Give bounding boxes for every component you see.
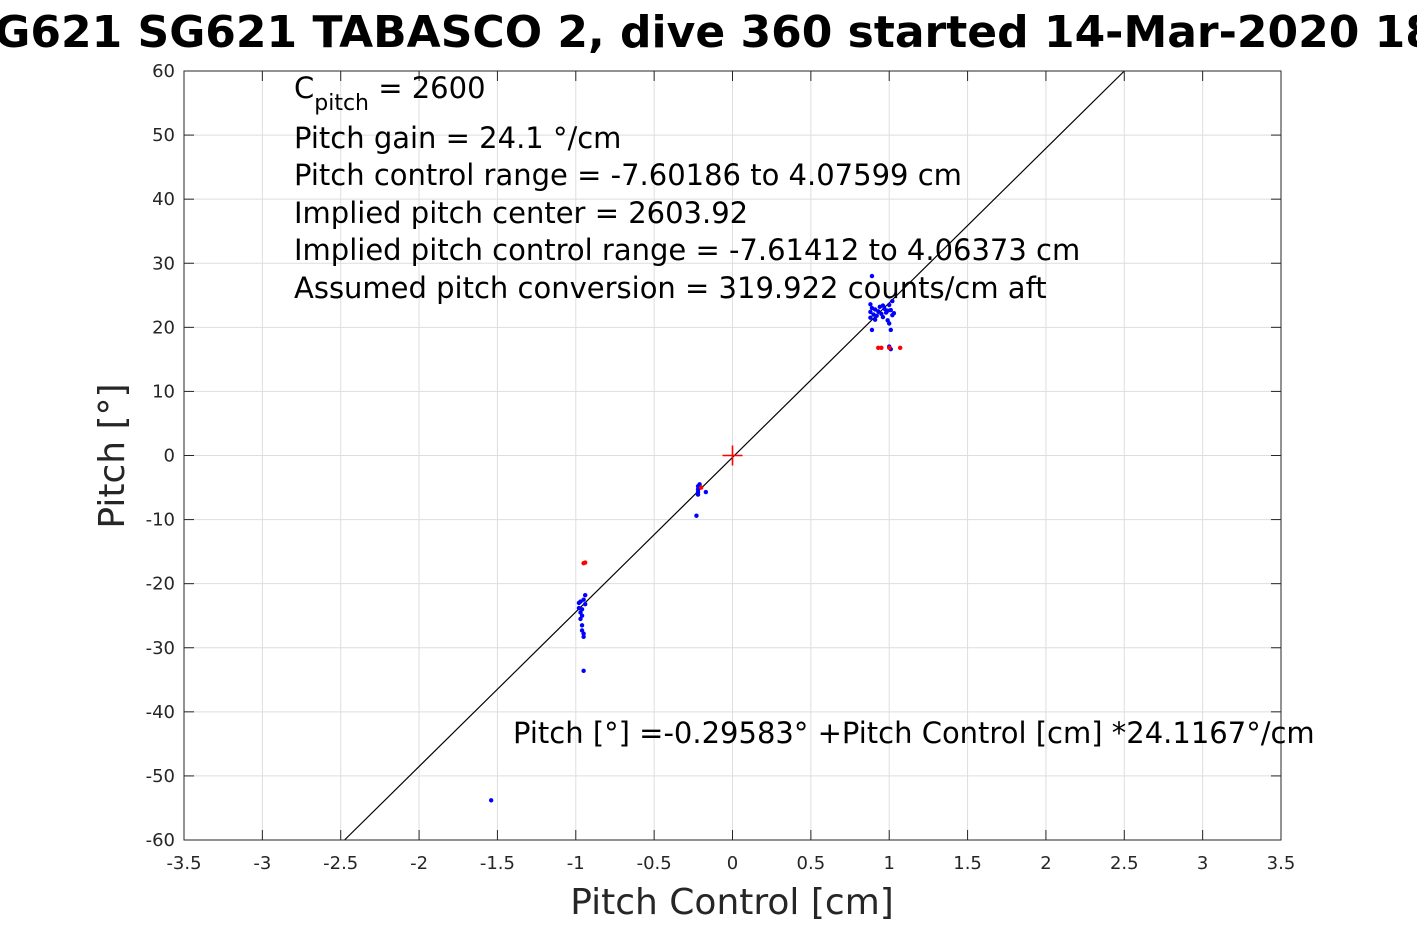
data-point-red: [876, 345, 881, 351]
y-tick-label: 0: [164, 446, 175, 467]
data-point-red: [582, 560, 588, 565]
annotation-implied-pitch-center: Implied pitch center = 2603.92: [294, 196, 748, 230]
data-point: [868, 309, 873, 315]
x-tick-label: -3.5: [166, 853, 201, 874]
x-tick-label: 0.5: [797, 853, 826, 874]
x-tick-label: -3: [253, 853, 271, 874]
data-point: [891, 311, 897, 316]
c-pitch-symbol: C: [294, 71, 314, 105]
y-tick-label: -60: [146, 830, 175, 851]
data-point: [581, 631, 586, 636]
x-tick-label: 3: [1197, 853, 1208, 874]
x-tick-label: 1.5: [953, 853, 982, 874]
y-tick-label: 40: [152, 189, 175, 210]
data-point: [888, 327, 893, 333]
data-point: [703, 489, 709, 495]
center-marker: [722, 445, 743, 466]
data-point: [695, 492, 701, 497]
x-tick-label: 0: [727, 853, 738, 874]
data-point: [874, 313, 879, 318]
data-point: [488, 798, 494, 803]
data-point: [872, 317, 878, 322]
x-tick-label: 2: [1040, 853, 1051, 874]
data-point: [876, 309, 881, 314]
x-tick-label: -0.5: [637, 853, 672, 874]
y-axis-label: Pitch [°]: [92, 383, 133, 528]
data-points: [488, 273, 903, 803]
data-point: [869, 327, 875, 333]
data-point: [582, 593, 588, 598]
c-pitch-value: = 2600: [369, 71, 486, 105]
data-point: [880, 303, 886, 308]
data-point: [868, 302, 873, 307]
y-tick-label: -30: [146, 638, 175, 659]
data-point: [887, 302, 892, 308]
chart-title: SG621 SG621 TABASCO 2, dive 360 started …: [0, 7, 1417, 58]
data-point: [885, 308, 890, 313]
data-point: [582, 601, 588, 607]
y-tick-label: -40: [146, 702, 175, 723]
y-tick-label: -50: [146, 766, 175, 787]
x-tick-label: 1: [883, 853, 894, 874]
data-point: [579, 623, 585, 628]
x-tick-label: -2: [410, 853, 428, 874]
y-tick-label: 50: [152, 125, 175, 146]
x-tick-label: 3.5: [1267, 853, 1296, 874]
x-tick-label: 2.5: [1110, 853, 1139, 874]
y-tick-label: -20: [146, 574, 175, 595]
x-tick-label: -1: [567, 853, 585, 874]
data-point: [694, 513, 699, 518]
annotation-implied-pitch-control-range: Implied pitch control range = -7.61412 t…: [294, 233, 1080, 267]
x-axis-label: Pitch Control [cm]: [570, 882, 894, 923]
axis-ticks: -3.5 -3 -2.5 -2 -1.5 -1 -0.5 0 0.5 1 1.5 2 2.5 3 3.5 -6…: [146, 61, 1296, 874]
data-point: [868, 315, 873, 320]
data-point: [578, 599, 583, 604]
y-tick-label: 20: [152, 317, 175, 338]
data-point: [887, 321, 892, 326]
y-tick-label: 10: [152, 381, 175, 402]
data-point: [581, 668, 586, 674]
data-point-red: [879, 345, 884, 351]
y-tick-label: -10: [146, 510, 175, 531]
y-tick-label: 60: [152, 61, 175, 82]
data-point-red: [887, 345, 892, 351]
data-point-red: [897, 345, 903, 351]
x-tick-label: -2.5: [323, 853, 358, 874]
annotation-assumed-pitch-conversion: Assumed pitch conversion = 319.922 count…: [294, 271, 1047, 305]
data-point-red: [698, 485, 704, 490]
annotation-fit-equation: Pitch [°] =-0.29583° +Pitch Control [cm]…: [513, 716, 1315, 750]
annotation-pitch-gain: Pitch gain = 24.1 °/cm: [294, 121, 621, 155]
data-point: [869, 273, 875, 279]
y-tick-label: 30: [152, 253, 175, 274]
annotation-pitch-control-range: Pitch control range = -7.60186 to 4.0759…: [294, 158, 962, 192]
grid: [184, 71, 1281, 840]
data-point: [880, 314, 886, 320]
data-point: [581, 634, 586, 640]
c-pitch-subscript: pitch: [314, 91, 369, 116]
data-point: [890, 298, 895, 304]
data-point: [579, 613, 585, 618]
x-tick-label: -1.5: [480, 853, 515, 874]
annotation-c-pitch: Cpitch = 2600: [294, 71, 486, 116]
data-point: [579, 607, 585, 612]
